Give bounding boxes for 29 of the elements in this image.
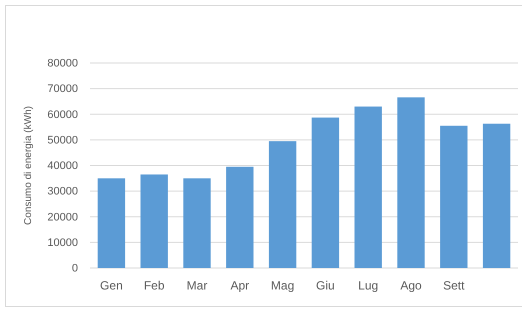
y-tick-label: 10000 [47, 236, 78, 249]
bar [312, 118, 340, 268]
x-tick-label: Feb [144, 278, 165, 293]
y-tick-label: 70000 [47, 83, 78, 96]
bar [268, 141, 296, 268]
x-tick-label: Giu [316, 278, 335, 293]
y-tick-label: 80000 [47, 58, 78, 70]
bar [397, 97, 425, 268]
x-tick-label: Ago [400, 278, 422, 293]
y-axis-title: Consumo di energia (kWh) [23, 106, 34, 225]
bar [226, 166, 254, 268]
x-tick-label: Mar [186, 278, 208, 293]
y-tick-label: 30000 [47, 186, 78, 198]
bar [440, 126, 468, 268]
bar [140, 174, 168, 268]
bar [482, 124, 510, 268]
x-tick-label: Mag [270, 278, 294, 293]
x-tick-label: Lug [358, 278, 378, 293]
y-tick-label: 0 [72, 262, 78, 275]
x-tick-label: Sett [443, 278, 466, 293]
y-tick-label: 50000 [47, 134, 78, 146]
bar [354, 106, 382, 268]
y-tick-label: 20000 [47, 211, 78, 224]
bar [183, 178, 211, 268]
y-tick-label: 40000 [47, 160, 78, 172]
bar [98, 178, 126, 268]
x-tick-label: Apr [230, 278, 250, 293]
y-tick-label: 60000 [47, 108, 78, 121]
x-tick-label: Gen [100, 278, 123, 293]
